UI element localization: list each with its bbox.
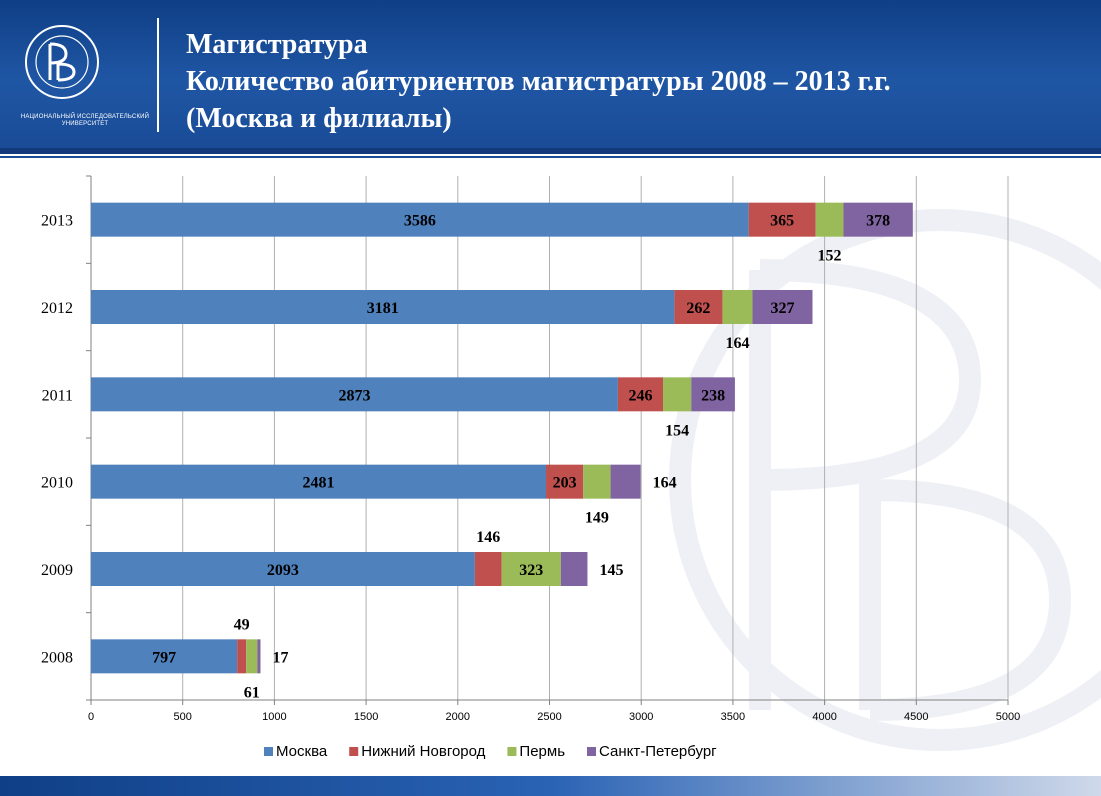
logo-caption-line1: НАЦИОНАЛЬНЫЙ ИССЛЕДОВАТЕЛЬСКИЙ [20, 114, 150, 120]
chart-data-labels: 797 49 61 17 2093 146 323 145 2481 203 149 164 2873 2… [152, 213, 890, 702]
title-line-2: Количество абитуриентов магистратуры 200… [186, 66, 891, 97]
x-tick-label: 4500 [904, 711, 928, 723]
legend-swatch [587, 747, 597, 756]
bar-segment [674, 290, 723, 324]
header-band [0, 0, 1101, 148]
legend-entry: Санкт-Петербург [599, 743, 717, 760]
legend-swatch [507, 747, 517, 756]
bar-value-label: 61 [244, 684, 260, 701]
bar-value-label: 378 [866, 213, 890, 230]
bar-segment [91, 377, 618, 412]
x-tick-label: 0 [88, 711, 94, 723]
chart-legend: Москва Нижний Новгород Пермь Санкт-Петербур… [264, 743, 717, 760]
bar-segment [546, 464, 584, 499]
x-tick-label: 3000 [629, 711, 653, 723]
bar-segment [843, 202, 913, 237]
bar-segment [722, 290, 753, 324]
bar-segment [748, 202, 816, 237]
x-tick-label: 3500 [721, 711, 745, 723]
bar-segment [663, 377, 692, 412]
x-tick-label: 4000 [812, 711, 836, 723]
bar-segment [257, 639, 261, 674]
footer-band [0, 776, 1101, 796]
bar-value-label: 154 [665, 422, 689, 439]
bar-value-label: 365 [770, 213, 794, 230]
bar-value-label: 145 [599, 562, 623, 579]
bar-value-label: 327 [771, 300, 795, 317]
legend-entry: Москва [276, 743, 328, 760]
background-watermark-icon [669, 209, 1101, 751]
x-tick-label: 5000 [996, 711, 1020, 723]
bar-value-label: 246 [628, 387, 652, 404]
bar-segment [610, 464, 641, 499]
hse-emblem-icon [25, 25, 99, 99]
bar-segment [246, 639, 258, 674]
y-category-label: 2011 [42, 387, 73, 404]
header-divider [0, 148, 1101, 154]
bar-value-label: 203 [553, 475, 577, 492]
legend-swatch [264, 747, 273, 756]
y-category-label: 2010 [41, 475, 73, 492]
bar-segment [815, 202, 844, 237]
bar-value-label: 3586 [404, 213, 436, 230]
bar-segment [91, 639, 238, 674]
x-tick-label: 500 [174, 711, 192, 723]
page-title: Магистратура Количество абитуриентов маг… [186, 26, 891, 137]
bar-segment [91, 464, 547, 499]
chart-axes: 0 500 1000 1500 2000 2500 3000 3500 4000 4500 5000… [41, 175, 1020, 723]
bar-segment [237, 639, 247, 674]
bar-value-label: 164 [653, 475, 677, 492]
title-line-3: (Москва и филиалы) [186, 103, 452, 134]
bar-value-label: 164 [725, 335, 749, 352]
y-category-label: 2008 [41, 649, 73, 666]
bar-value-label: 323 [519, 562, 543, 579]
logo-caption-line2: УНИВЕРСИТЕТ [61, 121, 109, 127]
y-category-label: 2012 [41, 300, 73, 317]
bar-segment [91, 552, 475, 586]
header-divider-thin [0, 156, 1101, 158]
y-category-label: 2013 [41, 213, 73, 230]
bar-segment [752, 290, 813, 324]
bar-segment [91, 290, 675, 324]
stacked-bar-chart: 0 500 1000 1500 2000 2500 3000 3500 4000 4500 5000… [41, 175, 1020, 760]
bar-segment [617, 377, 664, 412]
title-line-1: Магистратура [186, 29, 368, 60]
bar-value-label: 2873 [338, 387, 370, 404]
chart-bars [91, 202, 913, 674]
bar-value-label: 262 [686, 300, 710, 317]
bar-segment [583, 464, 611, 499]
x-tick-label: 2000 [446, 711, 470, 723]
university-logo: НАЦИОНАЛЬНЫЙ ИССЛЕДОВАТЕЛЬСКИЙ УНИВЕРСИТ… [20, 14, 150, 134]
bar-value-label: 797 [152, 649, 176, 666]
x-tick-label: 2500 [537, 711, 561, 723]
bar-value-label: 17 [272, 649, 288, 666]
header-vertical-separator [157, 18, 159, 132]
bar-value-label: 238 [701, 387, 725, 404]
x-tick-label: 1000 [262, 711, 286, 723]
legend-entry: Нижний Новгород [361, 743, 485, 760]
bar-value-label: 149 [585, 510, 609, 527]
bar-segment [501, 552, 561, 586]
legend-swatch [349, 747, 359, 756]
y-category-label: 2009 [41, 562, 73, 579]
bar-segment [91, 202, 749, 237]
bar-segment [474, 552, 502, 586]
bar-segment [691, 377, 735, 412]
bar-value-label: 2093 [267, 562, 299, 579]
bar-value-label: 2481 [303, 475, 335, 492]
bar-value-label: 49 [234, 616, 250, 633]
legend-entry: Пермь [519, 743, 565, 760]
bar-value-label: 3181 [367, 300, 399, 317]
bar-segment [560, 552, 588, 586]
bar-value-label: 152 [818, 248, 842, 265]
chart-gridlines [182, 176, 1009, 700]
x-tick-label: 1500 [354, 711, 378, 723]
bar-value-label: 146 [476, 529, 500, 546]
